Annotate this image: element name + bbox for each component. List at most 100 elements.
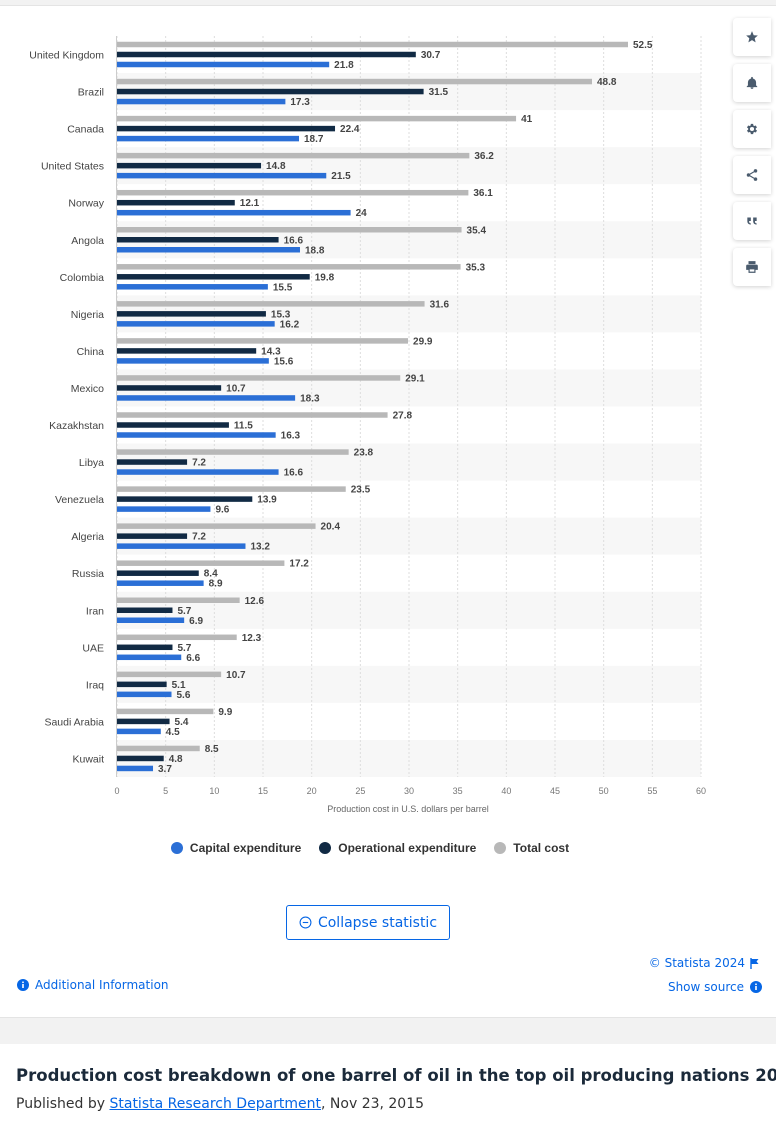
share-icon [746, 169, 758, 181]
author-link[interactable]: Statista Research Department [109, 1096, 322, 1112]
legend-dot-icon [170, 842, 183, 854]
data-label: 23.8 [354, 448, 374, 459]
category-label: Libya [79, 457, 104, 469]
category-label: United States [41, 161, 104, 173]
data-label: 5.4 [175, 717, 189, 728]
legend-label: Capital expenditure [189, 841, 302, 855]
data-label: 5.7 [177, 643, 191, 654]
legend-label: Total cost [513, 841, 570, 855]
bar-capital-expenditure [117, 617, 185, 623]
bar-operational-expenditure [117, 422, 229, 428]
data-label: 13.2 [250, 542, 270, 553]
data-label: 12.1 [240, 198, 260, 209]
category-label: Saudi Arabia [44, 716, 104, 728]
share-button[interactable] [733, 156, 771, 194]
tick-label: 5 [163, 786, 168, 796]
show-source-link[interactable]: Show source [668, 980, 762, 994]
data-label: 52.5 [633, 40, 653, 51]
section-divider [0, 1017, 776, 1044]
data-label: 14.3 [261, 346, 281, 357]
data-label: 31.6 [430, 299, 450, 310]
bar-operational-expenditure [117, 607, 173, 613]
category-label: UAE [82, 642, 104, 654]
tick-label: 10 [209, 786, 219, 796]
info-icon [750, 981, 762, 993]
tick-label: 60 [696, 786, 706, 796]
bar-operational-expenditure [117, 199, 235, 206]
data-label: 10.7 [226, 670, 246, 681]
data-label: 5.1 [172, 680, 186, 691]
category-label: Colombia [60, 272, 105, 284]
data-label: 11.5 [234, 421, 253, 432]
data-label: 31.5 [429, 87, 449, 98]
data-label: 29.9 [413, 336, 433, 347]
data-label: 20.4 [321, 522, 341, 533]
print-button[interactable] [733, 248, 771, 286]
category-label: Norway [68, 198, 104, 210]
category-label: Canada [67, 124, 104, 136]
notification-button[interactable] [733, 64, 771, 102]
row-band [117, 739, 701, 777]
bar-operational-expenditure [117, 644, 173, 651]
settings-button[interactable] [733, 110, 771, 148]
data-label: 17.3 [290, 97, 310, 108]
data-label: 23.5 [351, 485, 371, 496]
tick-label: 0 [114, 786, 119, 796]
bar-total-cost [117, 745, 200, 752]
favorite-button[interactable] [733, 18, 771, 56]
bar-total-cost [117, 78, 592, 85]
data-label: 48.8 [597, 77, 617, 88]
data-label: 14.8 [266, 161, 286, 172]
collapse-label: Collapse statistic [317, 914, 438, 931]
bar-total-cost [117, 115, 517, 122]
category-label: Nigeria [71, 309, 104, 321]
show-source-text: Show source [667, 980, 744, 994]
legend-item-total[interactable]: Total cost [494, 841, 569, 855]
bar-total-cost [117, 264, 461, 270]
bar-total-cost [117, 560, 285, 566]
cite-button[interactable] [733, 202, 771, 240]
data-label: 6.9 [189, 616, 203, 627]
gear-icon [746, 123, 758, 135]
data-label: 10.7 [226, 383, 246, 394]
tick-label: 40 [501, 786, 511, 796]
tick-label: 45 [550, 786, 560, 796]
data-label: 35.3 [466, 262, 486, 273]
data-label: 41 [521, 114, 533, 125]
data-label: 7.2 [192, 532, 206, 543]
tick-label: 35 [453, 786, 463, 796]
bar-capital-expenditure [117, 284, 268, 290]
legend-item-operational[interactable]: Operational expenditure [319, 841, 476, 855]
tick-label: 25 [355, 786, 365, 796]
bar-operational-expenditure [117, 533, 188, 539]
data-label: 30.7 [421, 50, 441, 61]
star-icon [746, 31, 758, 43]
legend-item-capital[interactable]: Capital expenditure [170, 841, 302, 855]
data-label: 6.6 [186, 653, 200, 664]
bar-operational-expenditure [117, 162, 262, 169]
category-label: United Kingdom [29, 50, 104, 62]
bar-capital-expenditure [117, 765, 154, 772]
bar-operational-expenditure [117, 348, 257, 354]
bar-operational-expenditure [117, 570, 199, 576]
page-title: Production cost breakdown of one barrel … [16, 1066, 776, 1085]
bar-operational-expenditure [117, 311, 266, 317]
copyright-link[interactable]: © Statista 2024 [649, 956, 760, 970]
bar-capital-expenditure [117, 506, 211, 512]
bar-capital-expenditure [117, 135, 300, 142]
collapse-statistic-button[interactable]: Collapse statistic [286, 905, 450, 940]
data-label: 16.6 [284, 468, 304, 479]
chart-legend: Capital expenditure Operational expendit… [0, 841, 740, 855]
bar-capital-expenditure [117, 395, 296, 401]
data-label: 18.3 [300, 393, 320, 404]
bar-capital-expenditure [117, 654, 182, 661]
data-label: 12.3 [242, 633, 262, 644]
print-icon [746, 261, 758, 273]
data-label: 19.8 [315, 272, 335, 283]
category-label: Algeria [71, 531, 104, 543]
additional-information-link[interactable]: Additional Information [17, 978, 169, 992]
data-label: 15.3 [271, 309, 291, 320]
data-label: 18.8 [305, 245, 325, 256]
category-label: Russia [72, 568, 104, 580]
bar-total-cost [117, 412, 388, 418]
